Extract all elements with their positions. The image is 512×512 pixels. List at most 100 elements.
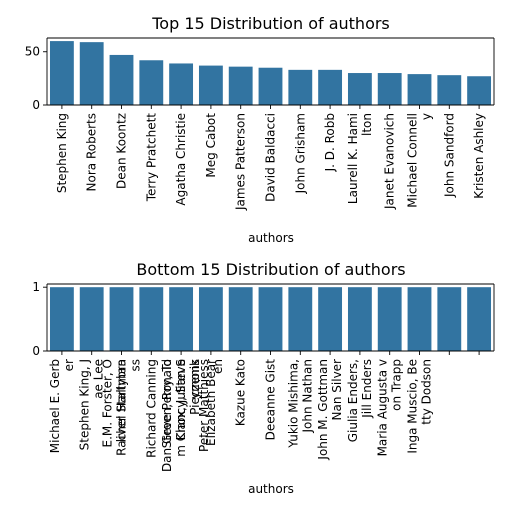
top-x-tick-label-line: John Sandford [442, 113, 456, 198]
top-x-tick-label-line: Stephen King [55, 113, 69, 193]
bottom-x-tick-label-line: Steve Perry, To [160, 359, 174, 448]
top-x-tick-label-line: Terry Pratchett [144, 113, 158, 203]
bottom-x-tick-label: Rachel Hartman [115, 359, 129, 456]
top-x-tick-label-line: James Patterson [234, 113, 248, 211]
bottom-x-tick-label-line: er [62, 359, 76, 371]
bottom-chart-x-axis-label: authors [248, 482, 294, 496]
bottom-bar-12 [377, 287, 402, 351]
top-chart-title: Top 15 Distribution of authors [151, 14, 390, 33]
top-x-tick-label: Agatha Christie [174, 113, 188, 206]
top-bar-1 [49, 41, 74, 105]
top-x-tick-label-line: John Grisham [293, 113, 307, 194]
bottom-x-tick-label-line: Deeanne Gist [264, 359, 278, 441]
bottom-y-tick-label: 1 [32, 280, 40, 294]
bottom-15-chart: Bottom 15 Distribution of authors 0 1 Mic… [32, 260, 495, 496]
top-x-tick-label-line: Agatha Christie [174, 113, 188, 206]
bottom-x-tick-label-line: liver Stallybra [115, 359, 129, 442]
bottom-bar-3 [109, 287, 134, 351]
bottom-x-tick-label-line: Dan Green, Ronald [160, 359, 174, 472]
top-x-tick-label: Janet Evanovich [383, 113, 397, 210]
bottom-bar-5 [169, 287, 194, 351]
bottom-x-tick-label-line: Maria Augusta v [376, 359, 390, 456]
bottom-x-tick-label-line: en [211, 359, 225, 374]
top-x-tick-label: J. D. Robb [323, 113, 337, 172]
bottom-x-tick-label: Yukio Mishima, John Nathan [286, 359, 314, 449]
bottom-x-tick-label-line: tty Dodson [420, 359, 434, 425]
bottom-x-tick-label-line: ymons [188, 359, 202, 399]
bottom-x-tick-label-line: ss [129, 359, 143, 372]
bottom-x-tick-label-line: m Clancy, Steve [174, 359, 188, 457]
bottom-x-tick-label: Richard Canning [144, 359, 158, 458]
top-x-tick-label: James Patterson [234, 113, 248, 211]
bottom-x-tick-label-line: on Trapp [390, 359, 404, 411]
top-x-tick-label: Nora Roberts [85, 113, 99, 191]
bottom-x-tick-label: Deeanne Gist [264, 359, 278, 441]
top-bar-11 [347, 73, 372, 105]
top-x-tick-label: John Sandford [442, 113, 456, 198]
top-chart-x-ticks: Stephen King Nora Roberts Dean Koontz Terry… [55, 105, 486, 211]
top-y-tick-label: 50 [25, 45, 40, 59]
bottom-x-tick-label: Inga Muscio, Be tty Dodson [406, 359, 434, 454]
bottom-bar-7 [228, 287, 253, 351]
top-x-tick-label-line: Kristen Ashley [472, 113, 486, 199]
bottom-x-tick-label-line: Elizabeth Bear [204, 359, 218, 446]
top-x-tick-label-line: Janet Evanovich [383, 113, 397, 210]
bottom-x-tick-label-line: E.M. Forster, O [101, 359, 115, 447]
bottom-bar-4 [139, 287, 164, 351]
bottom-x-tick-label-line: Inga Muscio, Be [406, 359, 420, 454]
top-bar-5 [169, 63, 194, 105]
bottom-bar-2 [79, 287, 104, 351]
top-x-tick-label: Michael Connell y [406, 113, 434, 208]
bottom-x-tick-label: Steve Perry, To m Clancy, Steve Pieczenik [160, 359, 202, 457]
top-x-tick-label-line: Nora Roberts [85, 113, 99, 191]
bottom-x-tick-label-line: John M. Gottman [316, 359, 330, 461]
top-bar-7 [228, 66, 253, 105]
bottom-x-tick-label: Elizabeth Bear [204, 359, 218, 446]
top-x-tick-label: Meg Cabot [204, 113, 218, 178]
top-chart-x-axis-label: authors [248, 231, 294, 245]
top-x-tick-label: Kristen Ashley [472, 113, 486, 199]
bottom-bar-14 [437, 287, 462, 351]
bottom-x-tick-label-line: Kazue Kato [234, 359, 248, 426]
bottom-x-tick-label-line: Michael E. Gerb [48, 359, 62, 453]
top-bar-3 [109, 54, 134, 105]
top-x-tick-label: John Grisham [293, 113, 307, 194]
top-bar-9 [288, 69, 313, 105]
bottom-x-tick-label-line: Jill Enders [360, 359, 374, 419]
top-x-tick-label: Laurell K. Hami lton [346, 113, 374, 204]
top-x-tick-label: Stephen King [55, 113, 69, 193]
top-chart-y-ticks: 0 50 [25, 45, 47, 112]
top-bar-13 [407, 74, 432, 105]
bottom-x-tick-label-line: Nan Silver [330, 359, 344, 421]
top-bar-10 [318, 69, 343, 105]
top-y-tick-label: 0 [32, 98, 40, 112]
bottom-bar-13 [407, 287, 432, 351]
bottom-x-tick-label: Michael E. Gerb er [48, 359, 76, 453]
bottom-y-tick-label: 0 [32, 344, 40, 358]
bottom-x-tick-label-line: Peter Matthiess [197, 359, 211, 452]
bottom-bar-6 [198, 287, 223, 351]
bottom-chart-title: Bottom 15 Distribution of authors [136, 260, 405, 279]
top-bar-14 [437, 75, 462, 105]
top-15-chart: Top 15 Distribution of authors 0 50 Steph… [25, 14, 495, 245]
bottom-chart-bars [49, 287, 492, 351]
top-bar-6 [198, 65, 223, 105]
bottom-x-tick-label-line: John Nathan [300, 359, 314, 434]
top-x-tick-label-line: lton [360, 113, 374, 136]
bottom-x-tick-label: Giulia Enders, Jill Enders [346, 359, 374, 442]
top-x-tick-label-line: Michael Connell [406, 113, 420, 208]
top-bar-15 [467, 76, 492, 105]
bottom-bar-9 [288, 287, 313, 351]
bottom-x-tick-label: Kazue Kato [234, 359, 248, 426]
bottom-x-tick-label-line: Richard Canning [144, 359, 158, 458]
bottom-x-tick-label-line: Pieczenik [188, 359, 202, 415]
top-x-tick-label-line: Dean Koontz [115, 113, 129, 189]
bottom-x-tick-label: John M. Gottman Nan Silver [316, 359, 344, 461]
top-x-tick-label: Terry Pratchett [144, 113, 158, 203]
bottom-x-tick-label-line: Giulia Enders, [346, 359, 360, 442]
top-bar-8 [258, 67, 283, 105]
